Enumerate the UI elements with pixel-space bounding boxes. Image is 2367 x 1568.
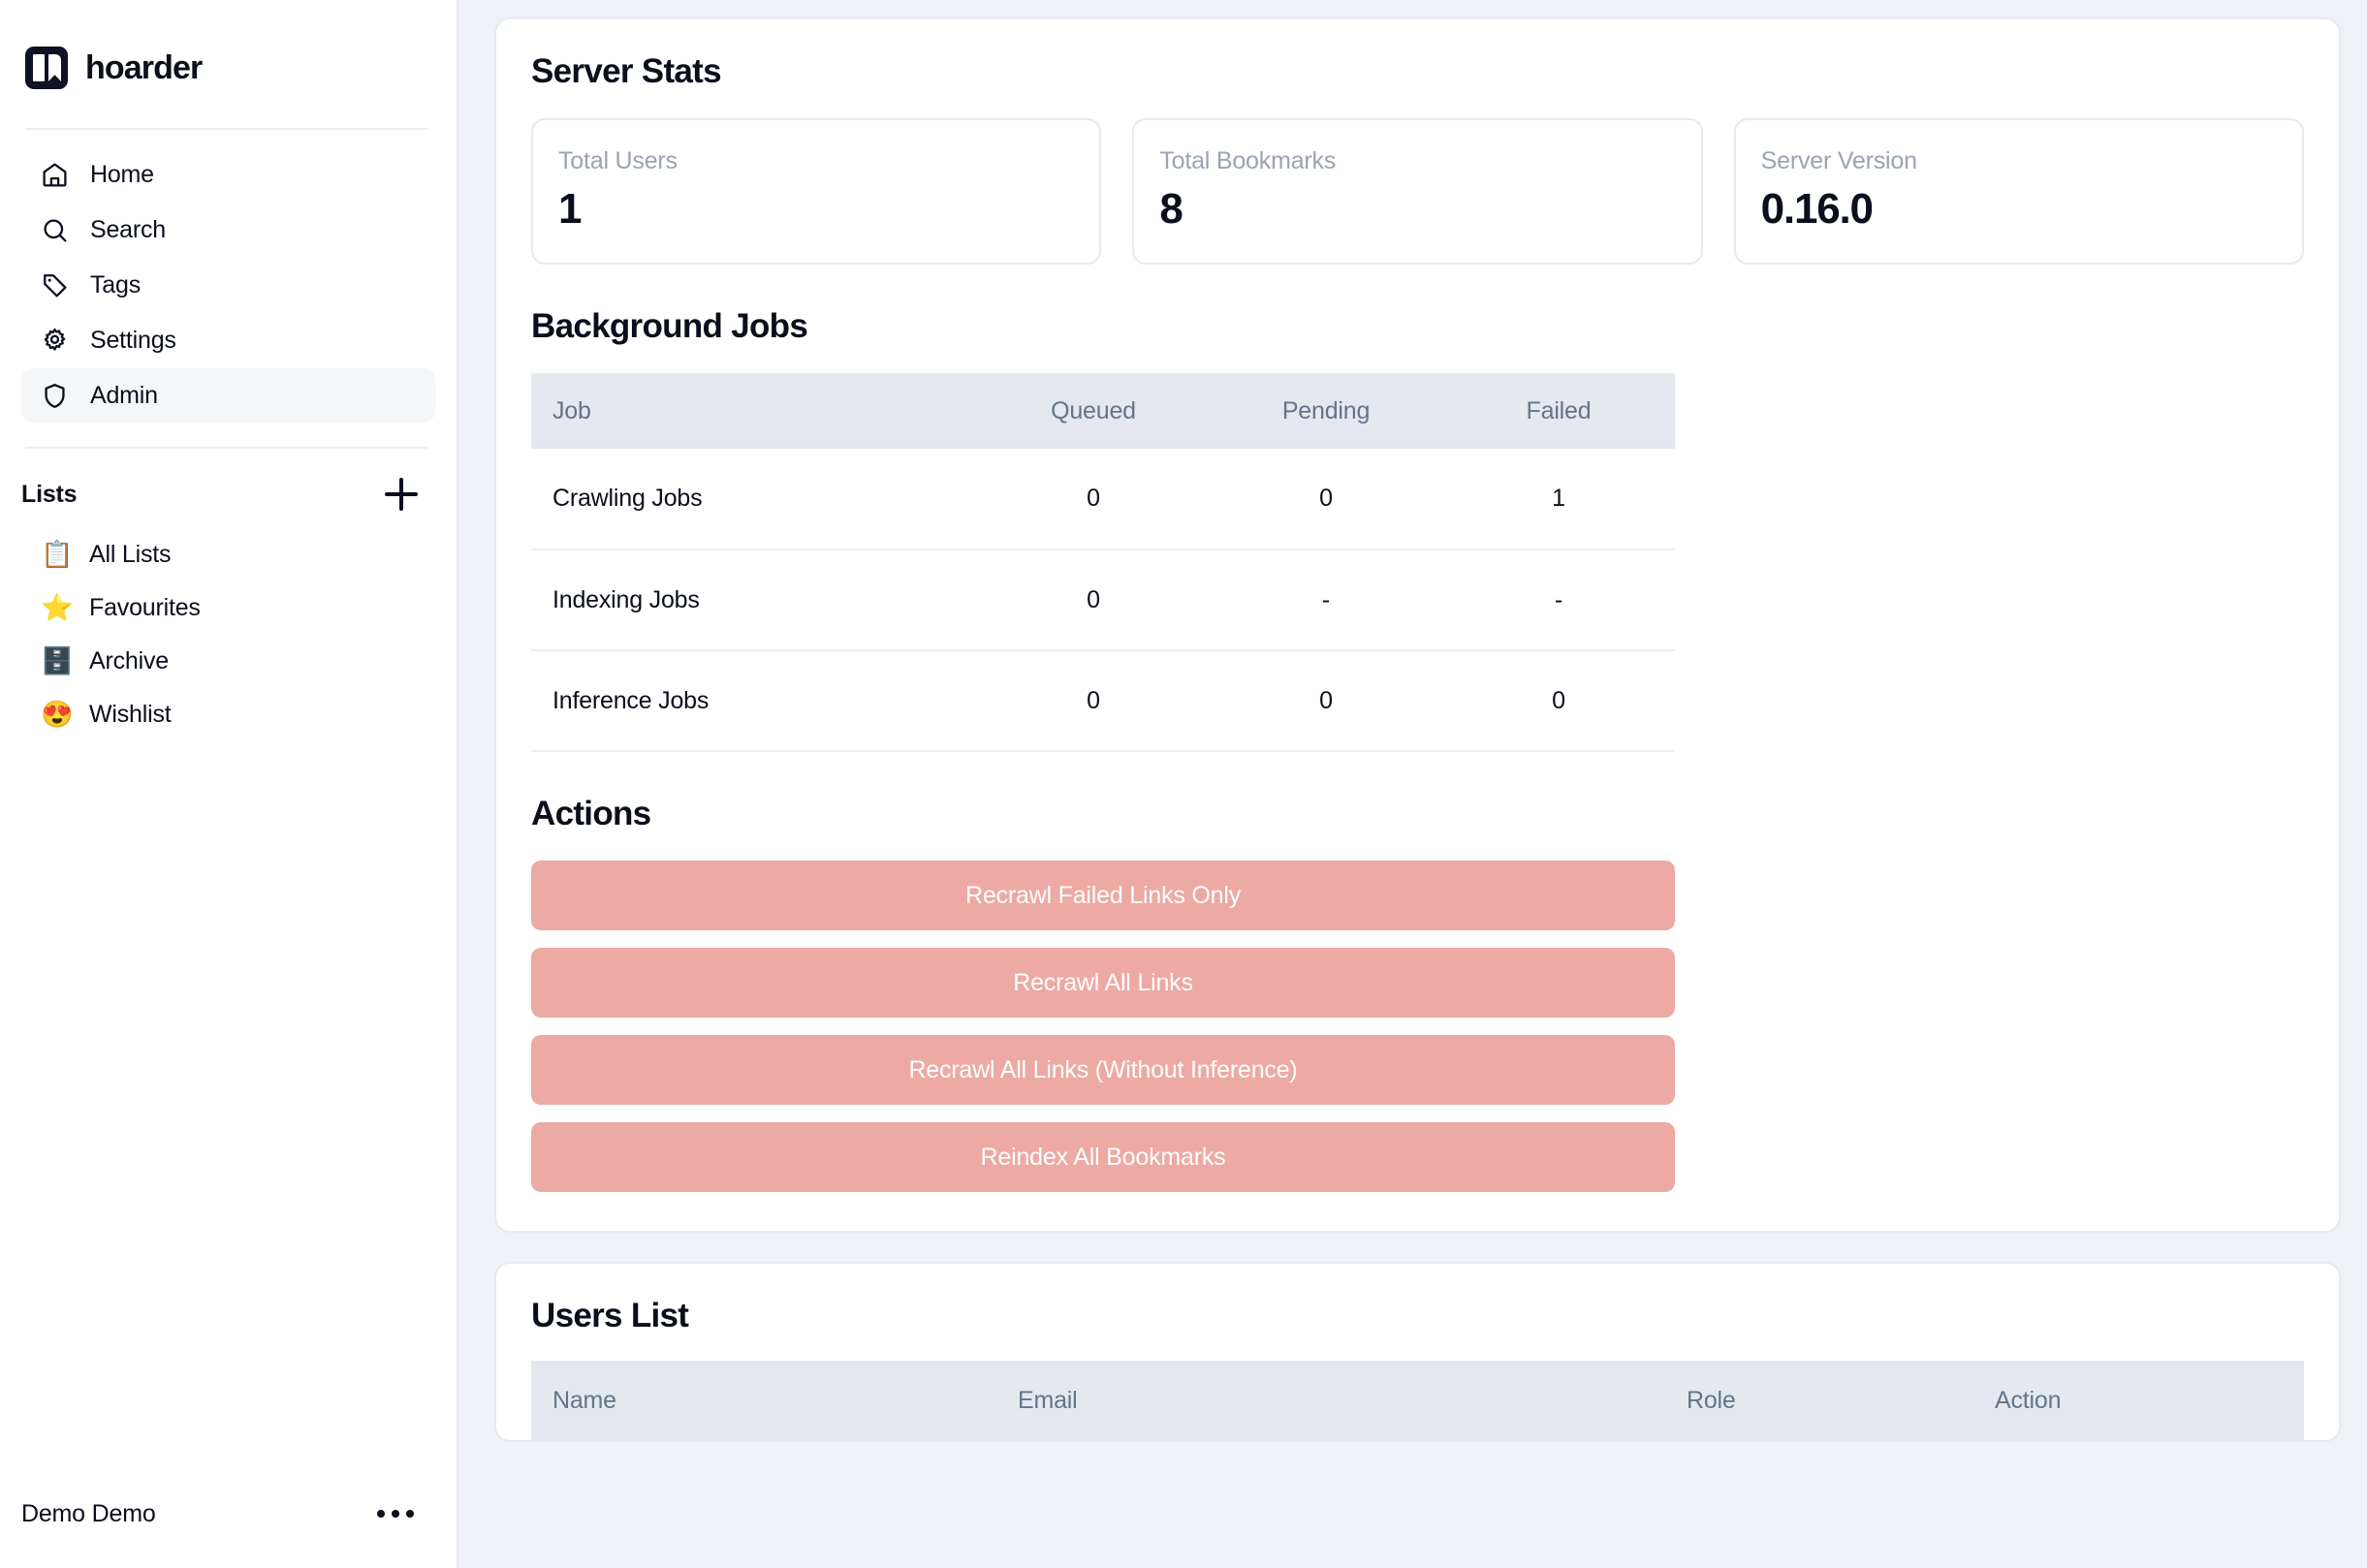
sidebar-item-label: Home xyxy=(90,160,154,188)
stat-label: Total Users xyxy=(558,147,678,174)
column-header-job: Job xyxy=(531,373,977,449)
stat-value: 1 xyxy=(558,185,582,233)
list-item-archive[interactable]: 🗄️ Archive xyxy=(21,635,435,688)
stat-card-server-version: Server Version 0.16.0 xyxy=(1733,118,2304,265)
sidebar-item-home[interactable]: Home xyxy=(21,147,435,202)
sidebar-spacer xyxy=(0,741,457,1459)
sidebar-footer: Demo Demo xyxy=(0,1459,457,1568)
brand-name: hoarder xyxy=(85,48,203,86)
table-row: Crawling Jobs 0 0 1 xyxy=(531,449,1675,550)
reindex-all-bookmarks-button[interactable]: Reindex All Bookmarks xyxy=(531,1122,1675,1192)
sidebar-divider-top xyxy=(25,128,427,130)
heart-eyes-icon: 😍 xyxy=(41,700,74,729)
cell-job: Crawling Jobs xyxy=(531,449,977,550)
actions-container: Recrawl Failed Links Only Recrawl All Li… xyxy=(531,861,2304,1192)
users-list-table: Name Email Role Action xyxy=(531,1361,2304,1440)
sidebar-item-label: Settings xyxy=(90,326,176,354)
column-header-email: Email xyxy=(996,1361,1665,1440)
cell-failed: 1 xyxy=(1442,449,1675,550)
recrawl-all-links-button[interactable]: Recrawl All Links xyxy=(531,948,1675,1018)
server-stats-title: Server Stats xyxy=(531,52,722,90)
search-icon xyxy=(41,216,69,244)
list-item-label: Wishlist xyxy=(89,701,172,728)
cell-pending: 0 xyxy=(1210,650,1442,752)
stat-label: Server Version xyxy=(1760,147,1917,174)
cell-pending: - xyxy=(1210,549,1442,651)
column-header-name: Name xyxy=(531,1361,996,1440)
list-item-label: Archive xyxy=(89,647,169,674)
table-row: Inference Jobs 0 0 0 xyxy=(531,650,1675,752)
recrawl-failed-links-only-button[interactable]: Recrawl Failed Links Only xyxy=(531,861,1675,930)
table-header-row: Job Queued Pending Failed xyxy=(531,373,1675,449)
sidebar: hoarder Home Search xyxy=(0,0,458,1568)
shield-icon xyxy=(41,382,69,410)
hoarder-book-logo-icon xyxy=(25,47,68,89)
actions-title: Actions xyxy=(531,795,651,832)
cell-queued: 0 xyxy=(977,449,1210,550)
lists-title: Lists xyxy=(21,480,78,508)
cell-job: Indexing Jobs xyxy=(531,549,977,651)
sidebar-item-admin[interactable]: Admin xyxy=(21,368,435,423)
file-cabinet-icon: 🗄️ xyxy=(41,646,74,675)
cell-failed: 0 xyxy=(1442,650,1675,752)
sidebar-item-label: Admin xyxy=(90,381,158,409)
table-header-row: Name Email Role Action xyxy=(531,1361,2304,1440)
sidebar-item-settings[interactable]: Settings xyxy=(21,313,435,367)
gear-icon xyxy=(41,327,69,355)
stat-card-total-bookmarks: Total Bookmarks 8 xyxy=(1132,118,1703,265)
cell-failed: - xyxy=(1442,549,1675,651)
brand[interactable]: hoarder xyxy=(0,0,457,109)
lists-container: 📋 All Lists ⭐ Favourites 🗄️ Archive 😍 Wi… xyxy=(0,511,457,741)
cell-pending: 0 xyxy=(1210,449,1442,550)
sidebar-nav: Home Search Tags xyxy=(0,130,457,423)
stat-value: 8 xyxy=(1159,185,1183,233)
users-list-card: Users List Name Email Role Action xyxy=(494,1262,2341,1442)
table-row: Indexing Jobs 0 - - xyxy=(531,549,1675,651)
main-content: Server Stats Total Users 1 Total Bookmar… xyxy=(458,0,2367,1568)
cell-queued: 0 xyxy=(977,650,1210,752)
list-item-all-lists[interactable]: 📋 All Lists xyxy=(21,528,435,581)
background-jobs-table: Job Queued Pending Failed Crawling Jobs … xyxy=(531,373,1675,752)
background-jobs-title: Background Jobs xyxy=(531,307,808,345)
column-header-role: Role xyxy=(1665,1361,1973,1440)
lists-header: Lists xyxy=(0,449,457,511)
sidebar-item-tags[interactable]: Tags xyxy=(21,258,435,312)
recrawl-all-links-without-inference-button[interactable]: Recrawl All Links (Without Inference) xyxy=(531,1035,1675,1105)
sidebar-divider-lists xyxy=(25,447,427,449)
column-header-failed: Failed xyxy=(1442,373,1675,449)
plus-icon[interactable] xyxy=(385,478,418,511)
tag-icon xyxy=(41,271,69,299)
sidebar-item-search[interactable]: Search xyxy=(21,203,435,257)
cell-queued: 0 xyxy=(977,549,1210,651)
more-horizontal-icon[interactable] xyxy=(373,1500,418,1527)
sidebar-item-label: Search xyxy=(90,215,167,243)
list-item-label: All Lists xyxy=(89,541,172,568)
list-item-wishlist[interactable]: 😍 Wishlist xyxy=(21,688,435,741)
list-item-label: Favourites xyxy=(89,594,201,621)
users-list-title: Users List xyxy=(531,1297,689,1334)
stat-card-total-users: Total Users 1 xyxy=(531,118,1102,265)
server-stats-cards: Total Users 1 Total Bookmarks 8 Server V… xyxy=(531,118,2304,265)
sidebar-item-label: Tags xyxy=(90,270,142,298)
list-item-favourites[interactable]: ⭐ Favourites xyxy=(21,581,435,635)
column-header-pending: Pending xyxy=(1210,373,1442,449)
stat-value: 0.16.0 xyxy=(1760,185,1874,233)
stat-label: Total Bookmarks xyxy=(1159,147,1337,174)
clipboard-icon: 📋 xyxy=(41,540,74,569)
column-header-action: Action xyxy=(1973,1361,2304,1440)
column-header-queued: Queued xyxy=(977,373,1210,449)
cell-job: Inference Jobs xyxy=(531,650,977,752)
admin-card: Server Stats Total Users 1 Total Bookmar… xyxy=(494,17,2341,1233)
home-icon xyxy=(41,161,69,189)
current-user-name: Demo Demo xyxy=(21,1499,156,1527)
star-icon: ⭐ xyxy=(41,593,74,622)
